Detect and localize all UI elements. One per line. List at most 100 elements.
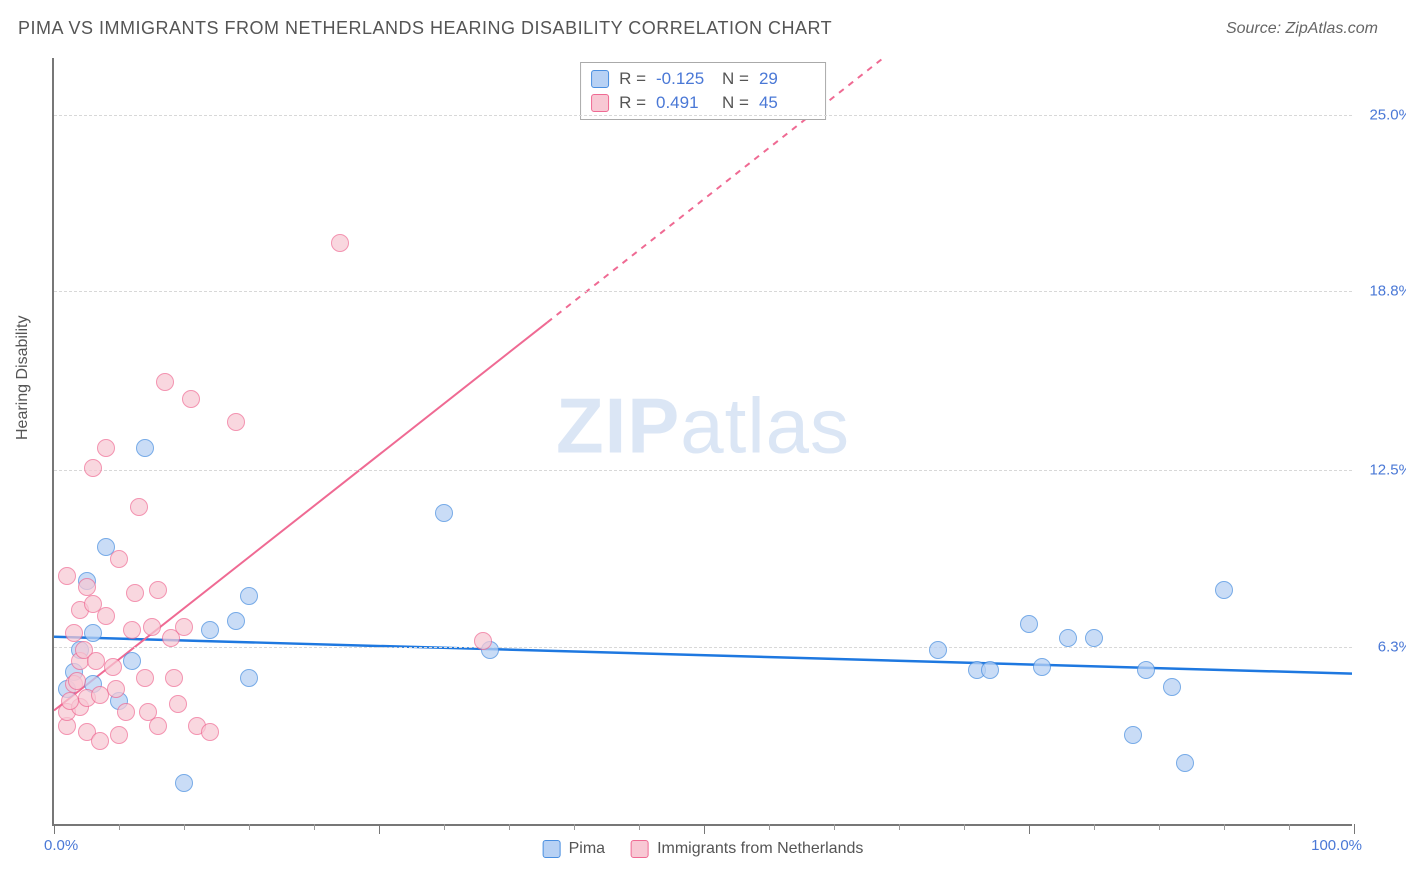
data-point (78, 578, 96, 596)
data-point (175, 618, 193, 636)
series-legend: Pima Immigrants from Netherlands (543, 840, 864, 858)
correlation-legend: R = -0.125 N = 29 R = 0.491 N = 45 (580, 62, 826, 120)
data-point (123, 652, 141, 670)
x-tick-minor (509, 824, 510, 830)
netherlands-swatch (591, 94, 609, 112)
y-tick-label: 6.3% (1357, 638, 1406, 655)
data-point (104, 658, 122, 676)
x-tick-minor (1224, 824, 1225, 830)
x-tick-minor (249, 824, 250, 830)
x-tick-major (379, 824, 380, 834)
x-tick-major (1029, 824, 1030, 834)
data-point (87, 652, 105, 670)
data-point (1215, 581, 1233, 599)
x-tick-minor (1094, 824, 1095, 830)
x-tick-minor (639, 824, 640, 830)
data-point (97, 439, 115, 457)
data-point (1085, 629, 1103, 647)
x-tick-minor (899, 824, 900, 830)
data-point (61, 692, 79, 710)
trend-lines-layer (54, 58, 1352, 824)
data-point (227, 612, 245, 630)
data-point (97, 607, 115, 625)
legend-item-pima: Pima (543, 840, 605, 858)
source-attribution: Source: ZipAtlas.com (1226, 20, 1378, 38)
y-tick-label: 25.0% (1357, 106, 1406, 123)
x-tick-major (1354, 824, 1355, 834)
x-tick-minor (574, 824, 575, 830)
legend-row-pima: R = -0.125 N = 29 (591, 67, 815, 91)
chart-title: PIMA VS IMMIGRANTS FROM NETHERLANDS HEAR… (18, 18, 832, 39)
data-point (143, 618, 161, 636)
gridline (54, 647, 1352, 648)
data-point (68, 672, 86, 690)
pima-r-value: -0.125 (656, 67, 712, 91)
x-tick-minor (1159, 824, 1160, 830)
x-axis-min-label: 0.0% (44, 837, 78, 854)
data-point (227, 413, 245, 431)
data-point (58, 567, 76, 585)
x-tick-minor (769, 824, 770, 830)
netherlands-r-value: 0.491 (656, 91, 712, 115)
plot-area: ZIPatlas R = -0.125 N = 29 R = 0.491 N =… (52, 58, 1352, 826)
legend-row-netherlands: R = 0.491 N = 45 (591, 91, 815, 115)
data-point (929, 641, 947, 659)
gridline (54, 470, 1352, 471)
x-tick-minor (314, 824, 315, 830)
data-point (1163, 678, 1181, 696)
x-tick-minor (444, 824, 445, 830)
data-point (126, 584, 144, 602)
data-point (331, 234, 349, 252)
data-point (110, 550, 128, 568)
data-point (240, 669, 258, 687)
netherlands-swatch-icon (631, 840, 649, 858)
data-point (1176, 754, 1194, 772)
x-tick-minor (184, 824, 185, 830)
x-tick-minor (834, 824, 835, 830)
x-axis-max-label: 100.0% (1311, 837, 1362, 854)
y-tick-label: 12.5% (1357, 462, 1406, 479)
data-point (435, 504, 453, 522)
pima-swatch (591, 70, 609, 88)
chart-container: PIMA VS IMMIGRANTS FROM NETHERLANDS HEAR… (0, 0, 1406, 892)
data-point (1033, 658, 1051, 676)
data-point (130, 498, 148, 516)
data-point (1124, 726, 1142, 744)
pima-n-value: 29 (759, 67, 815, 91)
data-point (201, 723, 219, 741)
watermark-text: ZIPatlas (556, 380, 850, 471)
x-tick-major (704, 824, 705, 834)
data-point (91, 732, 109, 750)
data-point (123, 621, 141, 639)
data-point (136, 439, 154, 457)
data-point (117, 703, 135, 721)
data-point (156, 373, 174, 391)
data-point (201, 621, 219, 639)
data-point (65, 624, 83, 642)
data-point (149, 581, 167, 599)
legend-item-netherlands: Immigrants from Netherlands (631, 840, 863, 858)
data-point (182, 390, 200, 408)
data-point (84, 624, 102, 642)
data-point (1059, 629, 1077, 647)
data-point (169, 695, 187, 713)
data-point (165, 669, 183, 687)
data-point (91, 686, 109, 704)
data-point (1020, 615, 1038, 633)
data-point (981, 661, 999, 679)
x-tick-minor (1289, 824, 1290, 830)
data-point (139, 703, 157, 721)
gridline (54, 115, 1352, 116)
data-point (1137, 661, 1155, 679)
data-point (107, 680, 125, 698)
y-tick-label: 18.8% (1357, 283, 1406, 300)
x-tick-minor (964, 824, 965, 830)
gridline (54, 291, 1352, 292)
data-point (175, 774, 193, 792)
x-tick-major (54, 824, 55, 834)
pima-swatch-icon (543, 840, 561, 858)
data-point (110, 726, 128, 744)
data-point (240, 587, 258, 605)
data-point (84, 459, 102, 477)
data-point (474, 632, 492, 650)
